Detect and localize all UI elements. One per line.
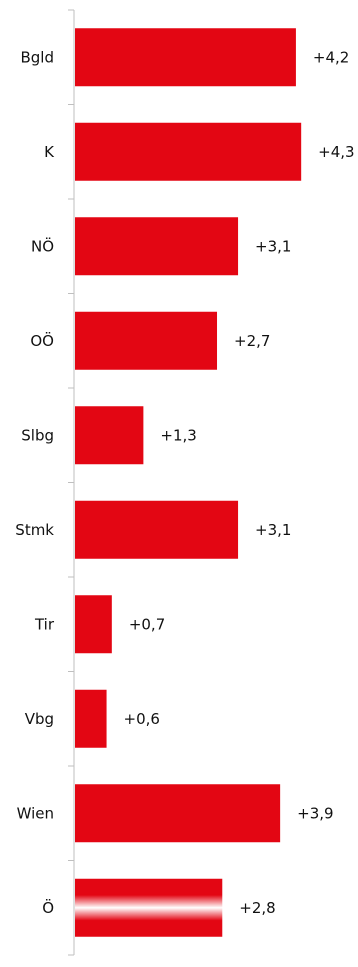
category-label-wien: Wien	[17, 804, 54, 822]
bar-ooe	[75, 311, 218, 370]
bar-tir	[75, 595, 112, 654]
bar-vbg	[75, 689, 107, 748]
value-label-stmk: +3,1	[255, 521, 291, 539]
bar-wien	[75, 784, 281, 843]
category-axis	[68, 9, 75, 956]
category-label-slbg: Slbg	[21, 426, 54, 444]
category-label-noe: NÖ	[31, 236, 54, 255]
bar-bgld	[75, 28, 296, 87]
labels: Bgld +4,2 K +4,3 NÖ +3,1 OÖ +2,7 Slbg +1,3 Stmk +3,…	[15, 48, 354, 917]
category-label-tir: Tir	[34, 615, 55, 633]
value-label-bgld: +4,2	[313, 48, 349, 66]
category-label-bgld: Bgld	[20, 48, 54, 66]
bar-stmk	[75, 500, 239, 559]
category-label-k: K	[44, 143, 55, 161]
bar-slbg	[75, 406, 144, 465]
category-label-ooe: OÖ	[30, 331, 54, 350]
value-label-wien: +3,9	[297, 804, 333, 822]
bar-oe	[75, 878, 223, 937]
value-label-vbg: +0,6	[124, 710, 160, 728]
value-label-slbg: +1,3	[160, 426, 196, 444]
value-label-tir: +0,7	[129, 615, 165, 633]
value-label-k: +4,3	[318, 143, 354, 161]
value-label-oe: +2,8	[239, 899, 275, 917]
value-label-noe: +3,1	[255, 237, 291, 255]
value-label-ooe: +2,7	[234, 332, 270, 350]
bar-noe	[75, 217, 239, 276]
bar-k	[75, 122, 302, 181]
category-label-stmk: Stmk	[15, 521, 54, 539]
category-label-vbg: Vbg	[25, 710, 54, 728]
bars	[75, 28, 302, 937]
category-label-oe: Ö	[42, 898, 54, 917]
